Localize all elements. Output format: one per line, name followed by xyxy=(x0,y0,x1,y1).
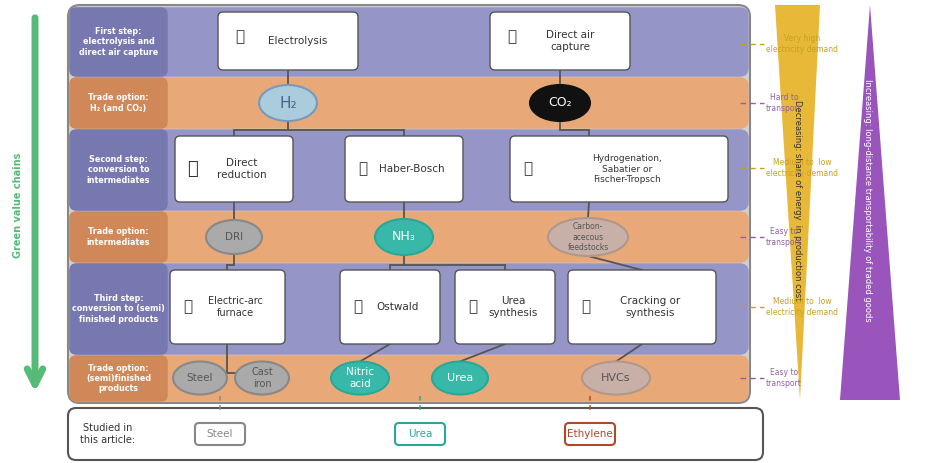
FancyBboxPatch shape xyxy=(455,270,554,344)
Ellipse shape xyxy=(173,362,226,394)
FancyBboxPatch shape xyxy=(70,356,747,401)
FancyBboxPatch shape xyxy=(70,8,167,76)
Text: 🔪: 🔪 xyxy=(187,160,199,178)
Polygon shape xyxy=(774,5,819,400)
Text: Second step:
conversion to
intermediates: Second step: conversion to intermediates xyxy=(86,155,150,185)
Text: Urea: Urea xyxy=(407,429,432,439)
FancyBboxPatch shape xyxy=(489,12,629,70)
Ellipse shape xyxy=(259,85,316,121)
Text: Direct
reduction: Direct reduction xyxy=(217,158,266,180)
Text: Direct air
capture: Direct air capture xyxy=(546,30,594,52)
Text: Steel: Steel xyxy=(187,373,213,383)
Text: Hydrogenation,
Sabatier or
Fischer-Tropsch: Hydrogenation, Sabatier or Fischer-Trops… xyxy=(591,154,661,184)
Text: Trade option:
intermediates: Trade option: intermediates xyxy=(86,227,150,247)
FancyBboxPatch shape xyxy=(68,5,749,403)
FancyBboxPatch shape xyxy=(170,270,285,344)
Text: Carbon-
acecous
feedstocks: Carbon- acecous feedstocks xyxy=(567,222,608,252)
Text: Studied in
this article:: Studied in this article: xyxy=(80,423,135,445)
FancyBboxPatch shape xyxy=(564,423,614,445)
Text: Trade option:
H₂ (and CO₂): Trade option: H₂ (and CO₂) xyxy=(88,94,148,113)
FancyBboxPatch shape xyxy=(394,423,445,445)
FancyBboxPatch shape xyxy=(70,8,747,76)
Ellipse shape xyxy=(330,362,389,394)
Text: Haber-Bosch: Haber-Bosch xyxy=(379,164,445,174)
Polygon shape xyxy=(839,5,899,400)
Text: ⛵: ⛵ xyxy=(183,300,192,314)
Ellipse shape xyxy=(530,85,589,121)
Text: Nitric
acid: Nitric acid xyxy=(345,367,374,389)
FancyBboxPatch shape xyxy=(70,130,167,210)
Text: H₂: H₂ xyxy=(279,95,296,111)
Text: Ethylene: Ethylene xyxy=(566,429,612,439)
Text: Electrolysis: Electrolysis xyxy=(268,36,328,46)
Ellipse shape xyxy=(206,220,262,254)
FancyBboxPatch shape xyxy=(70,78,167,128)
FancyBboxPatch shape xyxy=(70,356,167,401)
Ellipse shape xyxy=(375,219,432,255)
Text: 🏭: 🏭 xyxy=(358,162,367,176)
Ellipse shape xyxy=(548,218,627,256)
Text: Easy to
transport: Easy to transport xyxy=(766,227,801,247)
Ellipse shape xyxy=(432,362,487,394)
Text: Green value chains: Green value chains xyxy=(13,152,23,258)
FancyBboxPatch shape xyxy=(174,136,292,202)
FancyBboxPatch shape xyxy=(70,264,747,354)
FancyBboxPatch shape xyxy=(509,136,728,202)
FancyBboxPatch shape xyxy=(567,270,715,344)
FancyBboxPatch shape xyxy=(68,408,762,460)
Text: Decreasing: share of energy  in production cost: Decreasing: share of energy in productio… xyxy=(793,100,802,300)
Text: CO₂: CO₂ xyxy=(548,96,572,110)
Text: First step:
electrolysis and
direct air capture: First step: electrolysis and direct air … xyxy=(79,27,158,57)
Text: 🏭: 🏭 xyxy=(235,30,244,44)
Text: DRI: DRI xyxy=(225,232,243,242)
Text: 🏭: 🏭 xyxy=(522,162,532,176)
Text: Hard to
transport: Hard to transport xyxy=(766,94,801,113)
FancyBboxPatch shape xyxy=(70,212,167,262)
FancyBboxPatch shape xyxy=(70,212,747,262)
Text: NH₃: NH₃ xyxy=(392,231,416,244)
Text: Ostwald: Ostwald xyxy=(377,302,419,312)
Text: Very high
electricity demand: Very high electricity demand xyxy=(766,34,837,54)
Ellipse shape xyxy=(235,362,289,394)
Text: Medium to  low
electricity demand: Medium to low electricity demand xyxy=(766,297,837,317)
Text: Urea
synthesis: Urea synthesis xyxy=(488,296,537,318)
FancyBboxPatch shape xyxy=(195,423,245,445)
Text: Medium to  low
electricity demand: Medium to low electricity demand xyxy=(766,158,837,178)
FancyBboxPatch shape xyxy=(70,130,747,210)
Text: Steel: Steel xyxy=(207,429,233,439)
Text: Increasing: long-distance transportability of traded goods: Increasing: long-distance transportabili… xyxy=(862,79,871,321)
FancyBboxPatch shape xyxy=(340,270,440,344)
Text: Urea: Urea xyxy=(446,373,472,383)
Text: Electric-arc
furnace: Electric-arc furnace xyxy=(208,296,263,318)
Text: Trade option:
(semi)finished
products: Trade option: (semi)finished products xyxy=(86,363,151,394)
FancyBboxPatch shape xyxy=(344,136,462,202)
Text: 🏭: 🏭 xyxy=(507,30,516,44)
Text: Cracking or
synthesis: Cracking or synthesis xyxy=(619,296,679,318)
Text: Easy to
transport: Easy to transport xyxy=(766,368,801,388)
Text: HVCs: HVCs xyxy=(600,373,630,383)
Text: 🏭: 🏭 xyxy=(581,300,590,314)
Text: Cast
iron: Cast iron xyxy=(251,367,273,389)
FancyBboxPatch shape xyxy=(70,264,167,354)
Text: 🏭: 🏭 xyxy=(353,300,362,314)
Text: Third step:
conversion to (semi)
finished products: Third step: conversion to (semi) finishe… xyxy=(72,294,165,324)
Text: 🏭: 🏭 xyxy=(468,300,477,314)
FancyBboxPatch shape xyxy=(218,12,357,70)
Ellipse shape xyxy=(581,362,650,394)
FancyBboxPatch shape xyxy=(70,78,747,128)
